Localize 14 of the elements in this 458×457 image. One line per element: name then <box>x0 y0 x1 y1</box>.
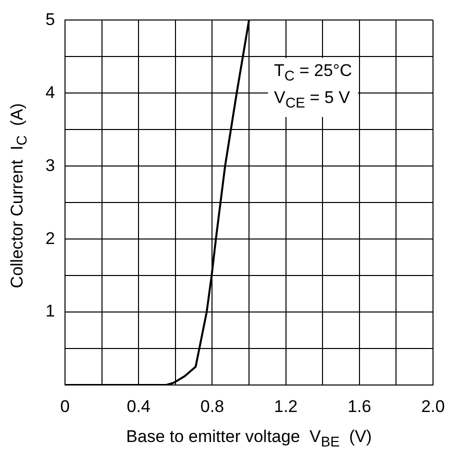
x-tick-label: 1.2 <box>274 396 298 416</box>
x-tick-label: 0.8 <box>200 396 224 416</box>
x-tick-label: 0.4 <box>126 396 150 416</box>
x-axis-title: Base to emitter voltage V$_{BE}$ (V) <box>125 427 373 450</box>
x-tick-label: 2.0 <box>421 396 445 416</box>
annotation: V$_{CE}$ = 5 V <box>274 87 351 114</box>
y-tick-label: 5 <box>46 10 55 29</box>
x-tick-label: 1.6 <box>348 396 372 416</box>
x-tick-label: 0 <box>60 396 70 416</box>
y-tick-label: 2 <box>46 228 55 248</box>
annotation: T$_{C}$ = 25°C <box>274 60 352 86</box>
y-tick-label: 1 <box>46 302 55 321</box>
y-tick-label: 4 <box>46 82 55 102</box>
y-tick-label: 3 <box>46 156 55 175</box>
